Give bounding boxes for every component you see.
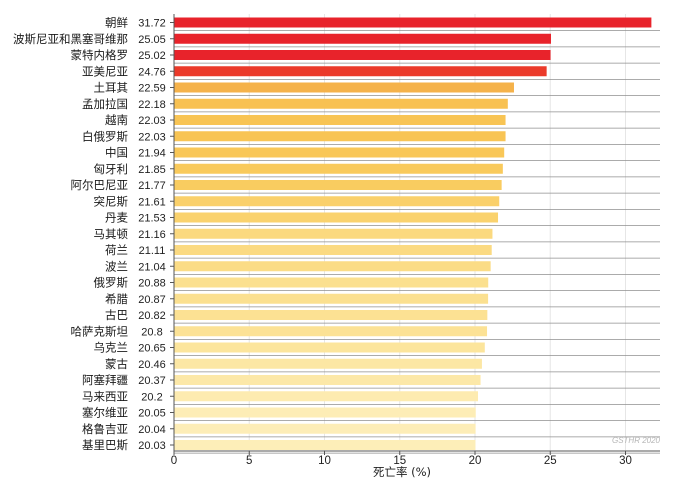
category-label: 蒙古 <box>105 357 128 371</box>
bar <box>174 115 506 125</box>
value-label: 25.05 <box>138 34 166 46</box>
value-label: 20.37 <box>138 375 166 387</box>
bar <box>174 375 481 385</box>
category-label: 荷兰 <box>105 243 128 257</box>
bar <box>174 407 476 418</box>
value-label: 21.11 <box>139 245 166 257</box>
category-label: 阿尔巴尼亚 <box>71 178 129 192</box>
x-tick-label: 5 <box>246 455 252 467</box>
value-label: 25.02 <box>138 50 166 62</box>
grid-lines <box>173 14 660 454</box>
bar <box>174 131 506 142</box>
category-label: 格鲁吉亚 <box>82 422 128 436</box>
category-label: 波兰 <box>105 259 128 273</box>
category-label: 丹麦 <box>105 211 128 225</box>
bar <box>174 277 489 288</box>
value-label: 20.03 <box>138 440 166 452</box>
category-label: 基里巴斯 <box>82 438 128 452</box>
x-tick-label: 0 <box>171 455 177 467</box>
value-labels: 31.72 25.05 25.02 24.76 22.59 22.18 22.03 22.03… <box>138 18 166 453</box>
bar <box>174 293 489 304</box>
axes: 0 5 10 15 20 25 30 <box>170 14 660 467</box>
category-label: 白俄罗斯 <box>82 129 128 143</box>
value-label: 21.61 <box>138 196 166 208</box>
value-label: 22.59 <box>138 83 166 95</box>
category-label: 塞尔维亚 <box>82 406 128 420</box>
x-tick-label: 20 <box>469 455 482 467</box>
x-tick-label: 30 <box>619 455 632 467</box>
category-label: 马来西亚 <box>82 389 128 403</box>
bar <box>174 342 485 353</box>
value-label: 20.8 <box>141 326 162 338</box>
value-label: 20.04 <box>138 424 166 436</box>
bar <box>174 147 505 158</box>
bar <box>174 440 476 450</box>
category-label: 阿塞拜疆 <box>82 373 128 387</box>
x-tick-label: 10 <box>318 455 331 467</box>
bar <box>174 98 508 109</box>
bar <box>174 196 500 207</box>
bar <box>174 180 502 190</box>
bar <box>174 358 482 369</box>
category-label: 波斯尼亚和黑塞哥维那 <box>13 32 128 46</box>
bar <box>174 310 488 320</box>
category-label: 乌克兰 <box>94 341 129 355</box>
category-label: 俄罗斯 <box>94 276 129 290</box>
value-label: 21.16 <box>138 229 166 241</box>
category-label: 哈萨克斯坦 <box>71 324 129 338</box>
value-label: 22.18 <box>138 99 166 111</box>
value-label: 22.03 <box>138 131 166 143</box>
value-label: 21.53 <box>138 213 166 225</box>
bar <box>174 163 503 174</box>
category-label: 中国 <box>105 146 128 160</box>
bar <box>174 326 488 337</box>
value-label: 21.77 <box>138 180 166 192</box>
bar <box>174 423 476 434</box>
x-axis-title: 死亡率 (%) <box>373 465 431 479</box>
value-label: 20.65 <box>138 343 166 355</box>
category-label: 突尼斯 <box>94 194 129 208</box>
value-label: 21.85 <box>138 164 166 176</box>
value-label: 22.03 <box>138 115 166 127</box>
category-label: 蒙特内格罗 <box>71 48 129 62</box>
category-label: 马其顿 <box>94 227 129 241</box>
category-label: 朝鲜 <box>105 16 128 30</box>
bar <box>174 245 492 255</box>
bars-group <box>174 17 652 450</box>
category-label: 希腊 <box>105 292 128 306</box>
category-label: 孟加拉国 <box>82 97 128 111</box>
bar <box>174 212 499 223</box>
bar <box>174 261 491 272</box>
category-label: 亚美尼亚 <box>82 64 128 78</box>
category-label: 匈牙利 <box>94 162 129 176</box>
bar <box>174 50 551 60</box>
value-label: 20.46 <box>138 359 166 371</box>
value-label: 20.87 <box>138 294 166 306</box>
source-credit: GSTHR 2020 <box>612 436 661 445</box>
value-label: 31.72 <box>138 18 166 30</box>
x-tick-label: 25 <box>544 455 557 467</box>
category-labels: 朝鲜波斯尼亚和黑塞哥维那蒙特内格罗亚美尼亚土耳其孟加拉国越南白俄罗斯中国匈牙利阿… <box>13 16 128 453</box>
bar <box>174 17 652 28</box>
category-label: 土耳其 <box>94 81 129 95</box>
value-label: 20.05 <box>138 408 166 420</box>
x-tick-label: 15 <box>393 455 406 467</box>
bar <box>174 228 493 239</box>
bar <box>174 82 514 93</box>
bar <box>174 66 547 77</box>
value-label: 20.82 <box>138 310 166 322</box>
category-label: 古巴 <box>105 308 128 322</box>
bar <box>174 33 552 44</box>
bar <box>174 391 479 402</box>
value-label: 21.04 <box>138 261 166 273</box>
category-label: 越南 <box>105 113 128 127</box>
value-label: 20.2 <box>141 391 162 403</box>
value-label: 20.88 <box>138 278 166 290</box>
value-label: 21.94 <box>138 148 166 160</box>
value-label: 24.76 <box>138 66 166 78</box>
